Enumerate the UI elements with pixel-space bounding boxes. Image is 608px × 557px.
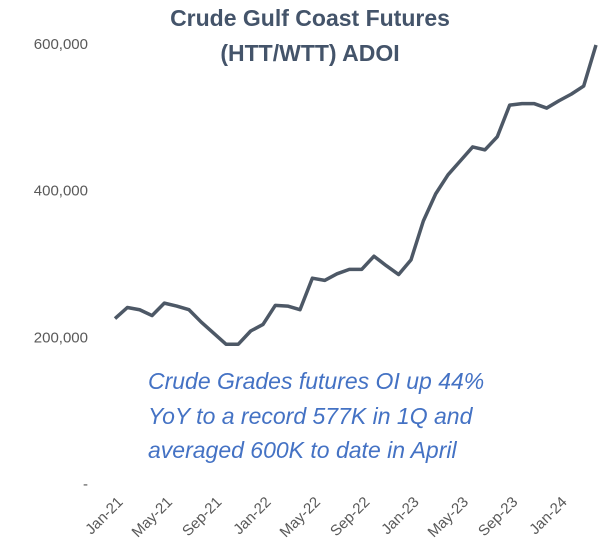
y-tick-label: - <box>83 476 88 493</box>
chart-title: Crude Gulf Coast Futures <box>170 5 450 31</box>
x-tick-label: Jan-22 <box>230 494 274 538</box>
y-tick-label: 600,000 <box>34 36 88 53</box>
x-tick-label: Sep-22 <box>327 494 373 540</box>
x-tick-label: May-21 <box>129 494 176 541</box>
x-tick-label: Sep-23 <box>475 494 521 540</box>
line-series <box>113 44 598 346</box>
x-tick-label: May-23 <box>425 494 472 541</box>
x-tick-label: May-22 <box>277 494 324 541</box>
annotation: YoY to a record 577K in 1Q and <box>148 403 474 429</box>
x-tick-label: Jan-21 <box>82 494 126 538</box>
y-tick-label: 200,000 <box>34 329 88 346</box>
annotation: averaged 600K to date in April <box>148 437 457 463</box>
x-tick-label: Jan-23 <box>378 494 422 538</box>
annotation: Crude Grades futures OI up 44% <box>148 368 484 394</box>
x-tick-label: Sep-21 <box>179 494 225 540</box>
y-tick-label: 400,000 <box>34 183 88 200</box>
chart-title: (HTT/WTT) ADOI <box>220 40 399 66</box>
x-tick-label: Jan-24 <box>526 494 570 538</box>
